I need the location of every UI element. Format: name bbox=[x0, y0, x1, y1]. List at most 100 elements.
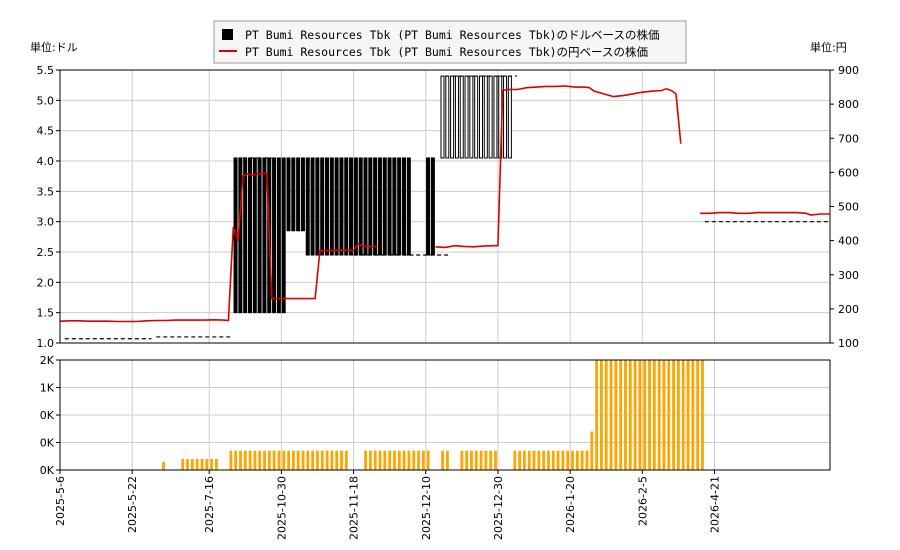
volume-bar bbox=[677, 360, 680, 470]
usd-candle bbox=[300, 157, 305, 232]
volume-bar bbox=[479, 450, 483, 470]
volume-bar bbox=[311, 450, 315, 470]
usd-candle bbox=[426, 157, 431, 256]
usd-candle bbox=[329, 157, 334, 256]
volume-bar bbox=[272, 450, 276, 470]
left-tick-label: 4.5 bbox=[37, 125, 55, 138]
volume-bar bbox=[513, 450, 517, 470]
volume-bar bbox=[344, 450, 348, 470]
volume-bars bbox=[162, 360, 704, 470]
x-tick-label: 2025-7-16 bbox=[203, 476, 216, 533]
volume-bar bbox=[162, 461, 165, 470]
usd-candle bbox=[310, 157, 315, 256]
usd-candles bbox=[233, 75, 512, 314]
yen-price-line bbox=[59, 172, 378, 323]
volume-bar bbox=[282, 450, 286, 470]
volume-bar bbox=[373, 450, 377, 470]
left-tick-label: 3.5 bbox=[37, 185, 55, 198]
usd-candle bbox=[382, 157, 387, 256]
usd-candle bbox=[454, 75, 459, 159]
usd-candle bbox=[397, 157, 402, 256]
left-axis-unit: 単位:ドル bbox=[30, 40, 78, 54]
volume-bar bbox=[234, 450, 238, 470]
volume-grid bbox=[59, 359, 830, 471]
left-tick-label: 5.0 bbox=[37, 94, 55, 107]
usd-candle bbox=[459, 75, 464, 159]
volume-bar bbox=[619, 360, 623, 470]
volume-tick-label: 1K bbox=[40, 382, 55, 395]
right-tick-label: 700 bbox=[838, 132, 859, 145]
x-tick-label: 2025-5-22 bbox=[126, 476, 139, 533]
volume-bar bbox=[571, 450, 574, 470]
axes: 1.0 1.5 2.0 2.5 3.0 3.5 4.0 4.5 5.0 5.5 100 200 300 4… bbox=[37, 64, 860, 540]
volume-bar bbox=[696, 360, 700, 470]
volume-bar bbox=[378, 450, 382, 470]
yen-price-line-segment bbox=[700, 211, 830, 216]
volume-bar bbox=[561, 450, 565, 470]
volume-bar bbox=[292, 450, 295, 470]
volume-bar bbox=[335, 450, 339, 470]
x-tick-label: 2026-4-21 bbox=[709, 476, 722, 533]
usd-candle bbox=[272, 157, 277, 314]
right-tick-label: 600 bbox=[838, 166, 859, 179]
left-tick-label: 2.5 bbox=[37, 246, 55, 259]
volume-bar bbox=[590, 431, 594, 470]
legend-candle-swatch bbox=[222, 29, 233, 40]
volume-bar bbox=[595, 360, 598, 470]
usd-candle bbox=[450, 75, 455, 159]
volume-bar bbox=[527, 450, 531, 470]
volume-bar bbox=[393, 450, 396, 470]
usd-candle bbox=[430, 157, 435, 256]
volume-bar bbox=[190, 459, 194, 470]
usd-candle bbox=[445, 75, 450, 159]
volume-bar bbox=[446, 450, 449, 470]
usd-candle bbox=[291, 157, 296, 232]
right-tick-label: 900 bbox=[838, 64, 859, 77]
volume-bar bbox=[667, 360, 671, 470]
volume-bar bbox=[628, 360, 632, 470]
volume-bar bbox=[662, 360, 666, 470]
volume-bar bbox=[205, 459, 209, 470]
right-tick-label: 800 bbox=[838, 98, 859, 111]
usd-candle bbox=[474, 75, 479, 159]
usd-candle bbox=[243, 157, 248, 314]
usd-candle bbox=[339, 157, 344, 256]
volume-bar bbox=[585, 450, 589, 470]
volume-bar bbox=[624, 360, 627, 470]
usd-candle bbox=[440, 75, 445, 159]
volume-bar bbox=[181, 459, 185, 470]
volume-bar bbox=[402, 450, 406, 470]
right-axis-unit: 単位:円 bbox=[810, 40, 847, 54]
volume-bar bbox=[195, 459, 199, 470]
volume-bar bbox=[643, 360, 647, 470]
volume-bar bbox=[267, 450, 271, 470]
usd-candle bbox=[344, 157, 349, 256]
usd-candle bbox=[392, 157, 397, 256]
volume-bar bbox=[340, 450, 343, 470]
usd-candle bbox=[406, 157, 411, 256]
legend-label-yen: PT Bumi Resources Tbk (PT Bumi Resources… bbox=[245, 45, 648, 59]
usd-candle bbox=[247, 157, 253, 314]
usd-candle bbox=[469, 75, 474, 159]
volume-bar bbox=[465, 450, 469, 470]
volume-bar bbox=[686, 360, 690, 470]
usd-candle bbox=[320, 157, 325, 256]
usd-candle bbox=[377, 157, 382, 256]
volume-bar bbox=[421, 450, 425, 470]
usd-candle bbox=[507, 75, 512, 159]
volume-bar bbox=[412, 450, 416, 470]
volume-bar bbox=[186, 459, 189, 470]
usd-candle bbox=[503, 75, 508, 159]
x-tick-label: 2026-1-20 bbox=[564, 476, 577, 533]
volume-bar bbox=[672, 360, 675, 470]
x-tick-label: 2025-11-18 bbox=[348, 476, 361, 540]
volume-bar bbox=[691, 360, 695, 470]
usd-candle bbox=[358, 157, 363, 256]
left-tick-label: 4.0 bbox=[37, 155, 55, 168]
left-tick-label: 5.5 bbox=[37, 64, 55, 77]
volume-bar bbox=[263, 450, 266, 470]
volume-bar bbox=[200, 459, 204, 470]
right-tick-label: 200 bbox=[838, 303, 859, 316]
x-tick-label: 2026-2-5 bbox=[636, 476, 649, 526]
volume-bar bbox=[604, 360, 608, 470]
